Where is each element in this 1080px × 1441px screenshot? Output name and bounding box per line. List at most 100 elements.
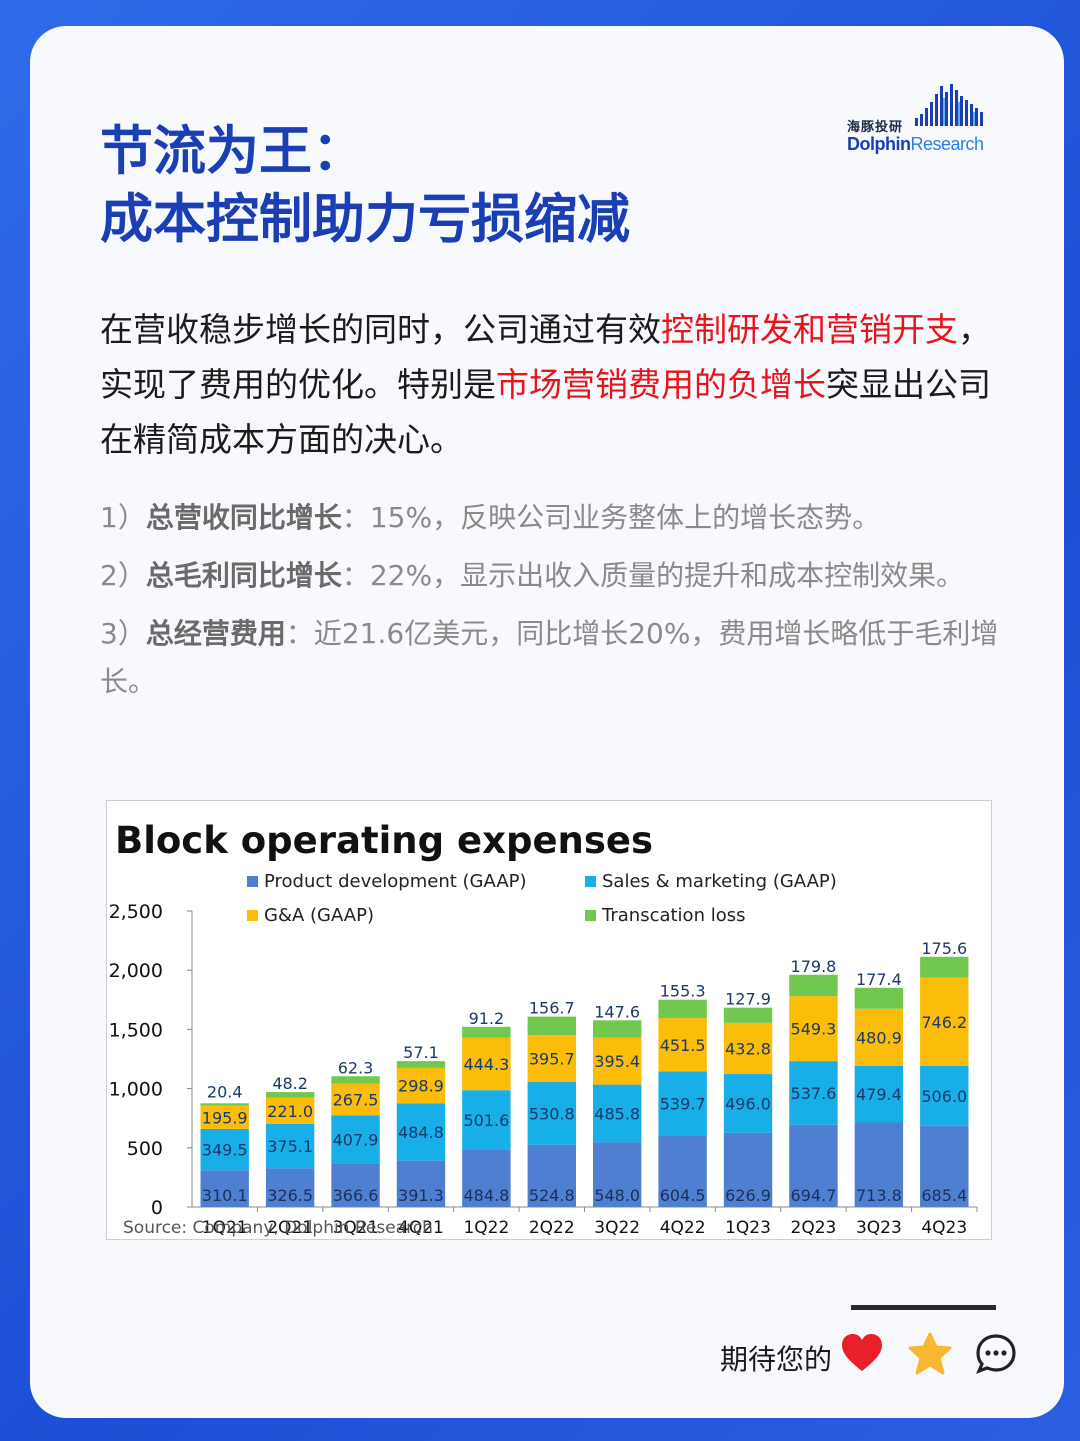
star-icon[interactable] (907, 1332, 953, 1376)
bar-segment (527, 1016, 576, 1036)
bar-segment (723, 1022, 773, 1075)
legend-label: Product development (GAAP) (264, 871, 527, 892)
dolphin-research-logo: 海豚投研 DolphinResearch (845, 78, 1005, 162)
data-label: 62.3 (338, 1058, 374, 1077)
data-label: 501.6 (463, 1111, 509, 1130)
intro-text-2: ，实现了费用的优化。特别是 (100, 310, 991, 404)
bar-segment (200, 1103, 249, 1106)
bar-segment (920, 977, 969, 1066)
data-label: 155.3 (660, 982, 706, 1001)
bar-segment (265, 1097, 315, 1124)
data-label: 626.9 (725, 1186, 771, 1205)
data-label: 713.8 (856, 1186, 902, 1205)
chart-container: Block operating expenses 0 500 1,000 1,500 2,… (106, 800, 992, 1240)
bar-segment (658, 1071, 707, 1136)
data-label: 326.5 (267, 1186, 313, 1205)
logo-cn: 海豚投研 (847, 120, 904, 135)
bar-segment (527, 1082, 576, 1145)
data-label: 479.4 (856, 1085, 902, 1104)
data-label: 375.1 (267, 1137, 313, 1156)
bar-segment (265, 1123, 315, 1169)
bar-segment (462, 1037, 511, 1091)
data-label: 746.2 (921, 1013, 967, 1032)
data-label: 391.3 (398, 1186, 444, 1205)
logo-en-b: Research (910, 134, 984, 154)
data-label: 539.7 (660, 1094, 706, 1113)
bar-segment (462, 1026, 511, 1038)
bar-segment (723, 1132, 773, 1207)
data-label: 48.2 (272, 1074, 308, 1093)
point-text: ：22%，显示出收入质量的提升和成本控制效果。 (341, 559, 965, 592)
bar-segment (200, 1105, 249, 1129)
title-line-2: 成本控制助力亏损缩减 (100, 189, 630, 250)
data-label: 496.0 (725, 1094, 771, 1113)
x-tick-label: 3Q21 (333, 1218, 379, 1238)
bar-segment (920, 956, 969, 978)
data-label: 395.7 (529, 1050, 575, 1069)
bar-segment (200, 1170, 249, 1207)
bar-segment (331, 1083, 380, 1116)
bar-segment (920, 1065, 969, 1126)
chart-title: Block operating expenses (115, 819, 653, 862)
y-tick-label: 1,500 (109, 1019, 163, 1041)
point-label: 总毛利同比增长 (145, 559, 342, 592)
bar-segment (265, 1092, 315, 1098)
data-label: 127.9 (725, 990, 771, 1009)
heart-icon[interactable] (840, 1332, 884, 1376)
bar-segment (527, 1035, 576, 1083)
x-tick-label: 1Q21 (202, 1218, 248, 1238)
data-label: 298.9 (398, 1077, 444, 1096)
x-tick-label: 3Q23 (856, 1218, 902, 1238)
data-label: 524.8 (529, 1186, 575, 1205)
data-label: 91.2 (469, 1009, 505, 1028)
data-label: 432.8 (725, 1039, 771, 1058)
x-tick-label: 4Q23 (921, 1218, 967, 1238)
x-tick-label: 2Q22 (529, 1218, 575, 1238)
data-label: 694.7 (791, 1186, 837, 1205)
bar-segment (723, 1007, 773, 1023)
bar-segment (789, 1061, 838, 1125)
x-tick-label: 2Q21 (267, 1218, 313, 1238)
intro-highlight-2: 市场营销费用的负增长 (496, 365, 826, 404)
y-tick-label: 2,500 (109, 901, 163, 923)
legend-swatch (585, 910, 596, 921)
data-label: 175.6 (921, 939, 967, 958)
y-tick-label: 500 (127, 1138, 163, 1160)
comment-icon[interactable] (974, 1332, 1018, 1376)
y-tick-label: 2,000 (109, 960, 163, 982)
data-label: 310.1 (202, 1186, 248, 1205)
content-card: 节流为王： 成本控制助力亏损缩减 海豚投研 DolphinResearch 在营… (30, 26, 1064, 1418)
bar-segment (723, 1074, 773, 1133)
logo-en: DolphinResearch (847, 134, 984, 155)
data-label: 20.4 (207, 1082, 243, 1101)
data-label: 548.0 (594, 1186, 640, 1205)
bar-segment (789, 974, 838, 997)
page-title: 节流为王： 成本控制助力亏损缩减 (100, 118, 630, 254)
footer-text: 期待您的 (720, 1343, 833, 1376)
data-label: 195.9 (202, 1108, 248, 1127)
data-label: 506.0 (921, 1087, 967, 1106)
bar-segment (593, 1020, 642, 1038)
point-label: 总经营费用 (145, 617, 286, 650)
x-tick-label: 1Q23 (725, 1218, 771, 1238)
bar-segment (854, 1008, 904, 1066)
x-tick-label: 1Q22 (463, 1218, 509, 1238)
bar-segment (593, 1142, 642, 1207)
data-label: 451.5 (660, 1036, 706, 1055)
bar-segment (396, 1067, 446, 1104)
x-tick-label: 3Q22 (594, 1218, 640, 1238)
bar-segment (593, 1037, 642, 1085)
intro-paragraph: 在营收稳步增长的同时，公司通过有效控制研发和营销开支，实现了费用的优化。特别是市… (100, 302, 1000, 467)
bar-segment (331, 1115, 380, 1164)
data-label: 395.4 (594, 1052, 640, 1071)
data-label: 685.4 (921, 1186, 967, 1205)
logo-bars-icon (915, 84, 983, 126)
x-tick-label: 4Q22 (660, 1218, 706, 1238)
bar-segment (920, 1125, 969, 1207)
point-num: 3） (100, 617, 146, 650)
data-label: 549.3 (791, 1020, 837, 1039)
bar-segment (265, 1168, 315, 1207)
legend-swatch (247, 910, 258, 921)
intro-highlight-1: 控制研发和营销开支 (661, 310, 958, 349)
point-3: 3）总经营费用：近21.6亿美元，同比增长20%，费用增长略低于毛利增长。 (100, 610, 1000, 706)
